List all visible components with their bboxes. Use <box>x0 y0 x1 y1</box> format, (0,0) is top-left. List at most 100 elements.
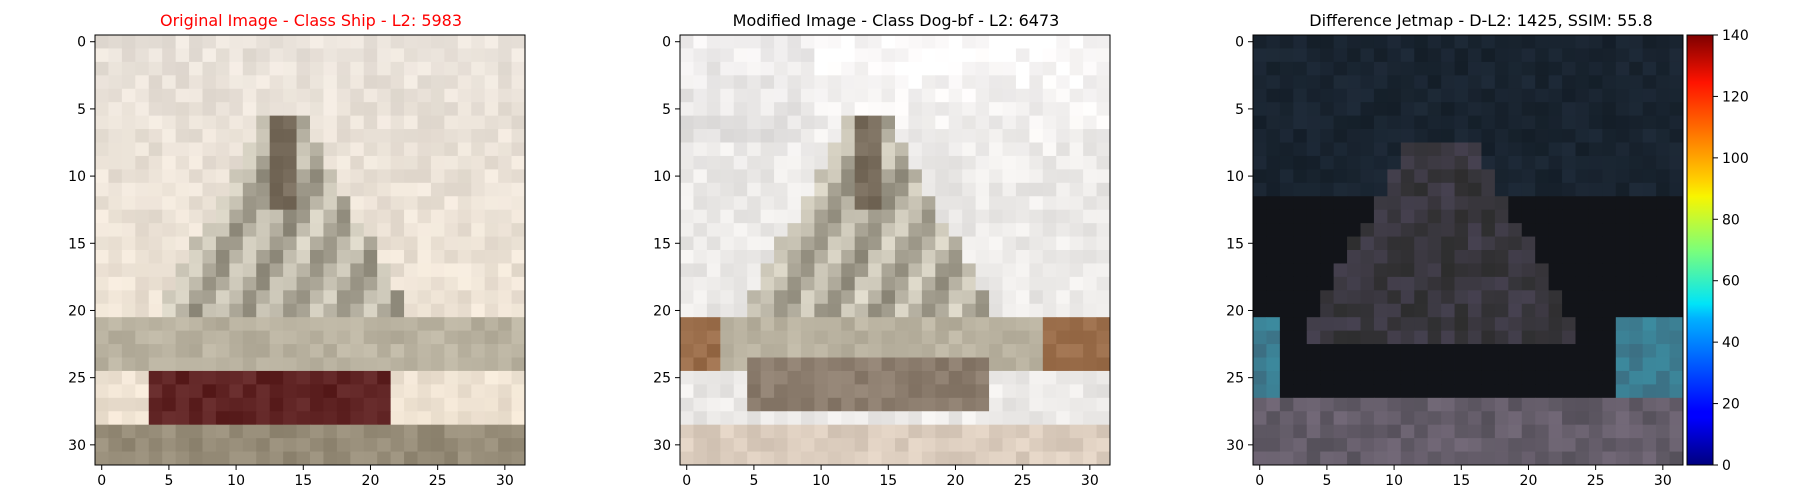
pixel-cell <box>162 370 177 385</box>
pixel-cell <box>1083 182 1097 197</box>
pixel-cell <box>1096 357 1111 372</box>
pixel-cell <box>814 276 829 291</box>
pixel-cell <box>1588 169 1603 184</box>
pixel-cell <box>202 196 217 211</box>
pixel-cell <box>1056 48 1071 63</box>
pixel-cell <box>962 424 977 439</box>
pixel-cell <box>854 35 869 49</box>
pixel-cell <box>336 330 351 345</box>
pixel-cell <box>296 370 311 385</box>
pixel-cell <box>1042 438 1057 452</box>
pixel-cell <box>404 75 418 90</box>
pixel-cell <box>1521 35 1536 49</box>
pixel-cell <box>162 357 177 372</box>
pixel-cell <box>1002 35 1017 49</box>
pixel-cell <box>1306 451 1321 466</box>
pixel-cell <box>1387 223 1402 237</box>
pixel-cell <box>868 263 882 278</box>
pixel-cell <box>1373 102 1388 117</box>
pixel-cell <box>1069 155 1084 170</box>
pixel-cell <box>471 438 486 452</box>
pixel-cell <box>269 61 284 76</box>
pixel-cell <box>1521 384 1536 399</box>
pixel-cell <box>175 397 190 412</box>
pixel-cell <box>868 370 882 385</box>
pixel-cell <box>975 303 990 318</box>
pixel-cell <box>1306 236 1321 251</box>
pixel-cell <box>430 317 445 332</box>
pixel-cell <box>1562 61 1576 76</box>
pixel-cell <box>108 317 123 332</box>
pixel-cell <box>296 169 311 184</box>
pixel-cell <box>430 169 445 184</box>
pixel-cell <box>1279 411 1294 426</box>
pixel-cell <box>148 155 163 170</box>
pixel-cell <box>935 75 950 90</box>
pixel-cell <box>215 182 230 197</box>
pixel-cell <box>444 209 459 224</box>
pixel-cell <box>1253 276 1267 291</box>
pixel-cell <box>1481 223 1496 237</box>
pixel-cell <box>680 290 694 305</box>
pixel-cell <box>269 75 284 90</box>
pixel-cell <box>975 48 990 63</box>
pixel-cell <box>1266 102 1281 117</box>
pixel-cell <box>189 451 203 466</box>
pixel-cell <box>1521 290 1536 305</box>
pixel-cell <box>296 438 311 452</box>
pixel-cell <box>774 129 788 143</box>
pixel-cell <box>1481 196 1496 211</box>
pixel-cell <box>1333 424 1348 439</box>
colorbar-tick-label: 20 <box>1722 397 1740 413</box>
pixel-cell <box>827 102 842 117</box>
pixel-cell <box>1548 263 1563 278</box>
pixel-cell <box>471 290 486 305</box>
pixel-cell <box>1360 451 1375 466</box>
pixel-cell <box>1481 451 1496 466</box>
pixel-cell <box>1347 223 1361 237</box>
pixel-cell <box>1400 424 1415 439</box>
pixel-cell <box>800 75 815 90</box>
pixel-cell <box>175 357 190 372</box>
pixel-cell <box>444 35 459 49</box>
pixel-cell <box>121 370 136 385</box>
pixel-cell <box>895 196 909 211</box>
pixel-cell <box>787 102 802 117</box>
pixel-cell <box>935 88 950 103</box>
pixel-cell <box>1015 115 1030 130</box>
pixel-cell <box>1575 88 1590 103</box>
pixel-cell <box>135 357 150 372</box>
pixel-cell <box>747 88 762 103</box>
pixel-cell <box>215 317 230 332</box>
pixel-cell <box>1253 88 1267 103</box>
pixel-cell <box>935 263 950 278</box>
pixel-cell <box>1347 196 1361 211</box>
pixel-cell <box>175 182 190 197</box>
pixel-cell <box>1642 344 1657 358</box>
pixel-cell <box>498 142 512 157</box>
pixel-cell <box>948 317 963 332</box>
pixel-cell <box>1562 276 1576 291</box>
pixel-cell <box>498 397 512 412</box>
pixel-cell <box>162 236 177 251</box>
pixel-cell <box>720 35 735 49</box>
pixel-cell <box>175 290 190 305</box>
pixel-cell <box>760 129 775 143</box>
pixel-cell <box>1266 451 1281 466</box>
pixel-cell <box>498 438 512 452</box>
pixel-cell <box>1508 250 1523 264</box>
pixel-cell <box>1306 88 1321 103</box>
pixel-cell <box>1042 451 1057 466</box>
pixel-cell <box>189 61 203 76</box>
pixel-cell <box>471 196 486 211</box>
pixel-cell <box>841 276 856 291</box>
pixel-cell <box>283 317 297 332</box>
pixel-cell <box>827 75 842 90</box>
pixel-cell <box>310 142 324 157</box>
pixel-cell <box>189 223 203 237</box>
pixel-cell <box>975 276 990 291</box>
pixel-cell <box>1096 223 1111 237</box>
pixel-cell <box>989 88 1003 103</box>
pixel-cell <box>1347 35 1361 49</box>
